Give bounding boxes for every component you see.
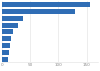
Bar [2, 16, 24, 21]
Bar [2, 9, 75, 14]
Bar [2, 43, 10, 48]
Bar [2, 29, 13, 35]
Bar [2, 50, 9, 55]
Bar [2, 2, 90, 7]
Bar [2, 36, 11, 41]
Bar [2, 57, 8, 62]
Bar [2, 23, 18, 28]
